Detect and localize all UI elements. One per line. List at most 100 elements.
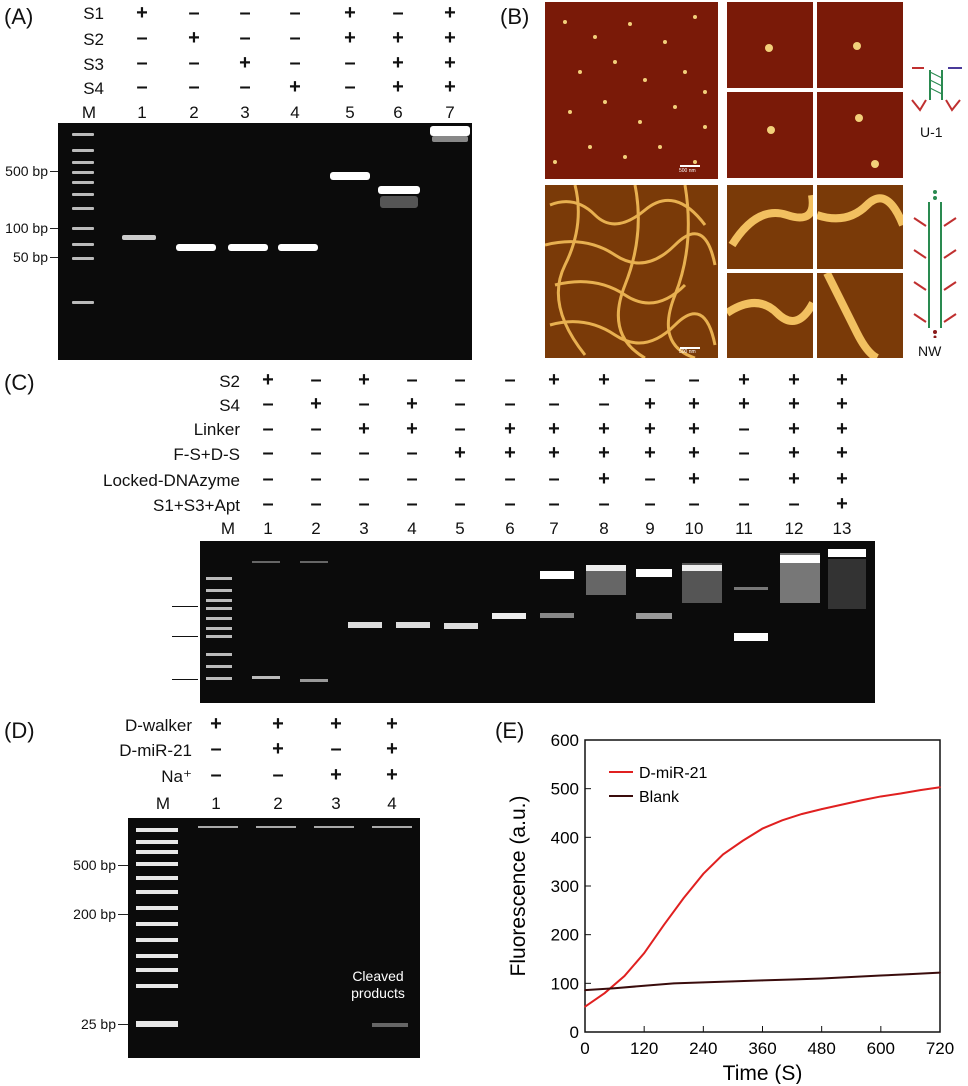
panel-c-sign-r4-c4: –: [406, 442, 418, 464]
panel-c-sign-r3-c13: +: [836, 418, 848, 440]
panel-c-sign-r6-c12: –: [788, 493, 800, 515]
panel-d-lane-1: 1: [211, 794, 221, 813]
series-1-point: [781, 819, 784, 822]
panel-c-sign-r6-c5: –: [454, 493, 466, 515]
panel-c-sign-r6-c7: –: [548, 493, 560, 515]
panel-a-sign-r1-c2: –: [188, 2, 200, 24]
panel-c-lane-3: 3: [359, 519, 369, 538]
panel-a-bp-100: 100 bp: [5, 220, 48, 236]
panel-a-label: (A): [4, 4, 34, 29]
panel-c-sign-r6-c4: –: [406, 493, 418, 515]
series-1-point: [919, 789, 922, 791]
panel-a-bp-500: 500 bp: [5, 163, 48, 179]
panel-c-sign-r5-c10: +: [688, 468, 700, 490]
x-tick-label: 720: [926, 1039, 954, 1058]
x-tick-label: 600: [867, 1039, 895, 1058]
panel-d-sign-r3-c4: +: [386, 764, 398, 786]
panel-c-lane-9: 9: [645, 519, 655, 538]
panel-c-lane-8: 8: [599, 519, 609, 538]
panel-d-lane-3: 3: [331, 794, 341, 813]
series-1-point: [840, 803, 843, 806]
panel-c-sign-r2-c3: –: [358, 393, 370, 415]
afm-image-nw-large: 500 nm: [544, 184, 718, 360]
panel-c-sign-r1-c8: +: [598, 369, 610, 391]
afm-zoom-nw-4: [817, 271, 903, 362]
series-1-point: [860, 799, 862, 802]
panel-a-bp-50: 50 bp: [12, 249, 48, 265]
series-2-point: [702, 981, 705, 984]
panel-c-sign-r6-c9: –: [644, 493, 656, 515]
panel-c-sign-r1-c2: –: [310, 369, 322, 391]
series-1-point: [663, 924, 665, 926]
panel-a-sign-r4-c7: +: [444, 76, 456, 98]
x-tick-label: 360: [748, 1039, 776, 1058]
panel-c-sign-r2-c11: +: [738, 393, 750, 415]
panel-c-row-linker: Linker: [193, 420, 240, 439]
series-1-point: [722, 853, 724, 856]
panel-d-sign-r1-c2: +: [272, 713, 284, 735]
panel-c-sign-r1-c11: +: [738, 369, 750, 391]
afm-zoom-nw-1: [727, 185, 817, 269]
panel-a-sign-r1-c1: +: [136, 2, 148, 24]
panel-c-sign-r5-c6: –: [504, 468, 516, 490]
panel-c-sign-r5-c12: +: [788, 468, 800, 490]
panel-d-bp-200: 200 bp: [73, 906, 116, 922]
panel-d-row-dmir21: D-miR-21: [119, 741, 192, 760]
panel-c-sign-r4-c8: +: [598, 442, 610, 464]
panel-c-sign-r1-c5: –: [454, 369, 466, 391]
plot-frame: [584, 739, 941, 1033]
panel-c-sign-r6-c6: –: [504, 493, 516, 515]
panel-c-sign-r2-c1: –: [262, 393, 274, 415]
panel-c-label: (C): [4, 370, 35, 395]
panel-c-lane-7: 7: [549, 519, 559, 538]
panel-c-row-s4: S4: [219, 396, 240, 415]
panel-c-sign-r5-c13: +: [836, 468, 848, 490]
panel-a-sign-r2-c6: +: [392, 27, 404, 49]
panel-a-lane-5: 5: [345, 103, 355, 122]
panel-c-sign-r1-c10: –: [688, 369, 700, 391]
panel-a-sign-r2-c1: –: [136, 27, 148, 49]
panel-c-sign-r5-c1: –: [262, 468, 274, 490]
panel-d-bp-500: 500 bp: [73, 857, 116, 873]
panel-c-sign-r2-c5: –: [454, 393, 466, 415]
series-1-point: [623, 975, 626, 977]
panel-c-sign-r1-c9: –: [644, 369, 656, 391]
nw-label: NW: [918, 343, 942, 359]
panel-c-sign-r3-c3: +: [358, 418, 370, 440]
series-2-point: [820, 977, 823, 980]
panel-a-sign-r3-c4: –: [289, 52, 301, 74]
panel-c-sign-r4-c11: –: [738, 442, 750, 464]
panel-c-sign-r3-c5: –: [454, 418, 466, 440]
y-tick-label: 300: [551, 877, 579, 896]
panel-c-sign-r3-c9: +: [644, 418, 656, 440]
panel-d-sign-r3-c3: +: [330, 764, 342, 786]
panel-a-sign-r3-c1: –: [136, 52, 148, 74]
panel-d-lane-2: 2: [273, 794, 283, 813]
gel-a: [58, 123, 472, 360]
panel-d-sign-r1-c4: +: [386, 713, 398, 735]
series-2-point: [584, 989, 586, 991]
gel-c: [200, 541, 875, 703]
series-2-point: [643, 984, 645, 987]
fluorescence-chart: 0 120 240 360 480 600 720 0 100 200 300 400 500 600 Ti…: [507, 731, 954, 1084]
legend-label-2: Blank: [639, 789, 680, 806]
panel-c-sign-r4-c9: +: [644, 442, 656, 464]
panel-c-sign-r5-c5: –: [454, 468, 466, 490]
panel-a-sign-r3-c2: –: [188, 52, 200, 74]
panel-c-sign-r2-c8: –: [598, 393, 610, 415]
panel-a-sign-r3-c7: +: [444, 52, 456, 74]
panel-c-row-locked-dnazyme: Locked-DNAzyme: [103, 471, 240, 490]
panel-a-sign-r1-c3: –: [239, 2, 251, 24]
panel-d-label: (D): [4, 718, 35, 743]
series-1-point: [801, 813, 803, 815]
series-2-point: [761, 979, 764, 982]
panel-c-row-fs-ds: F-S+D-S: [173, 445, 240, 464]
x-axis-label: Time (S): [723, 1062, 803, 1084]
panel-c-sign-r4-c12: +: [788, 442, 800, 464]
y-tick-label: 500: [551, 780, 579, 799]
panel-d-sign-r1-c3: +: [330, 713, 342, 735]
x-tick-label: 0: [580, 1039, 589, 1058]
panel-c-sign-r5-c9: –: [644, 468, 656, 490]
panel-c-sign-r1-c13: +: [836, 369, 848, 391]
panel-c-sign-r2-c9: +: [644, 393, 656, 415]
